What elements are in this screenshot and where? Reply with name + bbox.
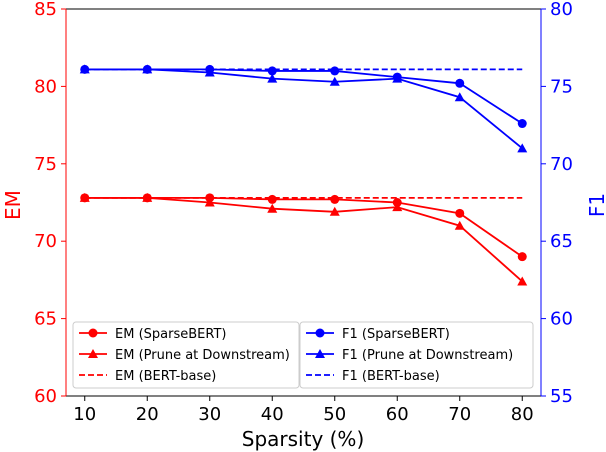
data-point [517, 276, 528, 286]
legend-box-lower-left: EM (SparseBERT) EM (Prune at Downstream) E… [72, 321, 300, 389]
data-point [454, 220, 465, 230]
left-y-tick-label: 80 [34, 76, 57, 97]
legend-label: F1 (BERT-base) [342, 369, 440, 384]
legend-label: F1 (Prune at Downstream) [342, 348, 513, 363]
right-y-tick-label: 70 [550, 154, 573, 175]
data-point [517, 119, 527, 129]
data-point [142, 192, 153, 202]
data-point [267, 194, 277, 204]
legend-swatch-marker [88, 349, 98, 358]
x-tick-label: 20 [136, 404, 159, 425]
legend-label: EM (BERT-base) [115, 369, 216, 384]
x-tick-label: 60 [386, 404, 409, 425]
x-tick-label: 30 [198, 404, 221, 425]
right-y-tick-label: 75 [550, 76, 573, 97]
data-point [142, 64, 153, 74]
left-y-tick-label: 75 [34, 154, 57, 175]
legend-swatch-marker [315, 349, 325, 358]
data-point [329, 206, 340, 216]
legend-frame [299, 321, 534, 389]
data-point [267, 203, 278, 213]
left-y-tick-label: 70 [34, 231, 57, 252]
data-point [455, 78, 465, 88]
data-point [204, 67, 215, 77]
axes-layer: 10 20 30 40 50 60 70 80 60 65 70 75 80 85 55 60 65 70 75 80 [34, 0, 573, 425]
left-y-tick-label: 85 [34, 0, 57, 20]
data-point [329, 76, 340, 86]
data-point [517, 252, 527, 262]
left-y-tick-label: 65 [34, 309, 57, 330]
legend-label: EM (Prune at Downstream) [115, 348, 290, 363]
legend-frame [72, 321, 300, 389]
data-point [330, 66, 340, 76]
data-point [454, 92, 465, 102]
legend-label: EM (SparseBERT) [115, 327, 226, 342]
data-point [267, 73, 278, 83]
data-point [455, 208, 465, 218]
legend-box-lower-right: F1 (SparseBERT) F1 (Prune at Downstream) F… [299, 321, 534, 389]
series-layer [79, 64, 528, 286]
legend-layer: EM (SparseBERT) EM (Prune at Downstream) E… [72, 321, 534, 389]
series-1 [79, 192, 528, 286]
x-axis-title: Sparsity (%) [242, 427, 365, 451]
right-y-axis-title: F1 [585, 193, 606, 217]
legend-label: F1 (SparseBERT) [342, 327, 450, 342]
legend-swatch-marker [88, 328, 98, 338]
x-tick-label: 80 [511, 404, 534, 425]
legend-swatch-marker [315, 328, 325, 338]
right-y-tick-label: 80 [550, 0, 573, 20]
data-point [204, 197, 215, 207]
data-point [392, 202, 403, 212]
data-point [517, 143, 528, 153]
left-y-tick-label: 60 [34, 386, 57, 407]
x-tick-label: 10 [73, 404, 96, 425]
x-tick-label: 40 [261, 404, 284, 425]
plot-frame [65, 8, 542, 397]
right-y-tick-label: 55 [550, 386, 573, 407]
left-y-axis-title: EM [1, 190, 25, 220]
right-y-tick-label: 65 [550, 231, 573, 252]
x-tick-label: 70 [448, 404, 471, 425]
right-y-tick-label: 60 [550, 309, 573, 330]
series-4 [79, 64, 528, 153]
data-point [330, 194, 340, 204]
data-point [392, 73, 403, 83]
x-tick-label: 50 [323, 404, 346, 425]
